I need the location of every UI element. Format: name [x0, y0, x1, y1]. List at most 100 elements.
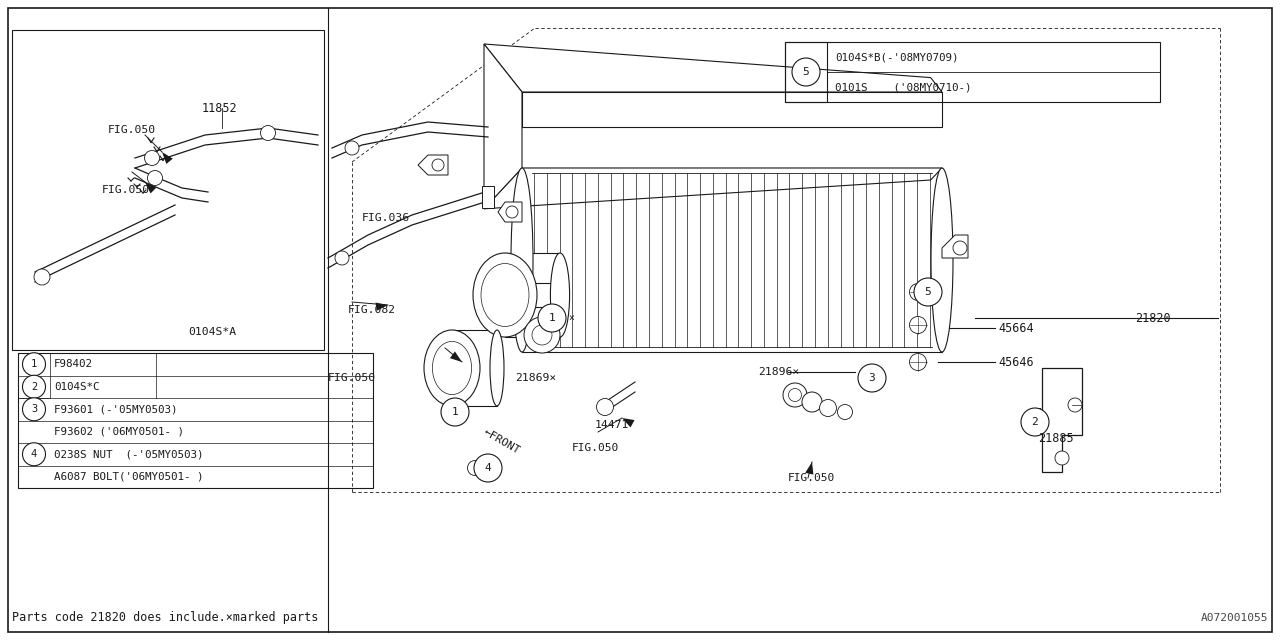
Circle shape [954, 241, 966, 255]
Polygon shape [484, 168, 942, 209]
Text: 5: 5 [924, 287, 932, 297]
Polygon shape [163, 152, 173, 164]
Circle shape [837, 404, 852, 419]
Text: A072001055: A072001055 [1201, 613, 1268, 623]
Text: 1: 1 [549, 313, 556, 323]
Circle shape [596, 399, 613, 415]
Text: 0238S NUT  (-'05MY0503): 0238S NUT (-'05MY0503) [54, 449, 204, 460]
Text: FIG.082: FIG.082 [348, 305, 396, 315]
Polygon shape [805, 462, 813, 475]
Text: FIG.050: FIG.050 [102, 185, 150, 195]
Text: 11852: 11852 [202, 102, 238, 115]
Circle shape [1055, 451, 1069, 465]
Circle shape [474, 454, 502, 482]
Ellipse shape [550, 253, 570, 337]
Text: A6087 BOLT('06MY0501- ): A6087 BOLT('06MY0501- ) [54, 472, 204, 482]
Ellipse shape [481, 264, 529, 326]
Text: F93601 (-'05MY0503): F93601 (-'05MY0503) [54, 404, 178, 414]
Circle shape [783, 383, 806, 407]
Bar [785, 42, 827, 102]
Circle shape [910, 353, 927, 371]
Ellipse shape [474, 253, 538, 337]
Text: F93602 ('06MY0501- ): F93602 ('06MY0501- ) [54, 427, 184, 436]
Bar [522, 168, 942, 352]
Ellipse shape [433, 341, 471, 395]
Text: 0104S*A: 0104S*A [188, 327, 236, 337]
Polygon shape [484, 44, 942, 92]
Text: 1: 1 [31, 359, 37, 369]
Text: 45664: 45664 [998, 321, 1034, 335]
Bar [18, 353, 50, 398]
Circle shape [467, 461, 483, 476]
Bar [452, 330, 497, 406]
Text: FIG.050: FIG.050 [328, 373, 376, 383]
Ellipse shape [490, 330, 504, 406]
Circle shape [910, 317, 927, 333]
Circle shape [538, 304, 566, 332]
Circle shape [23, 397, 46, 420]
Circle shape [335, 251, 349, 265]
Circle shape [261, 125, 275, 141]
Circle shape [819, 399, 837, 417]
Text: 1: 1 [452, 407, 458, 417]
Polygon shape [498, 202, 522, 222]
Text: Parts code 21820 does include.×marked parts: Parts code 21820 does include.×marked pa… [12, 611, 319, 625]
Text: 21896×: 21896× [758, 367, 799, 377]
Circle shape [346, 141, 358, 155]
Polygon shape [484, 44, 522, 209]
Text: ←FRONT: ←FRONT [483, 428, 522, 456]
Text: 21820: 21820 [1135, 312, 1171, 324]
Text: FIG.050: FIG.050 [788, 473, 836, 483]
Bar [785, 42, 1160, 102]
Ellipse shape [511, 168, 532, 352]
Polygon shape [145, 182, 156, 193]
Text: 21869×: 21869× [515, 373, 557, 383]
Polygon shape [1042, 368, 1082, 472]
Circle shape [803, 392, 822, 412]
Text: 45646: 45646 [998, 355, 1034, 369]
Circle shape [788, 388, 801, 401]
Text: FIG.050: FIG.050 [108, 125, 156, 135]
Ellipse shape [424, 330, 480, 406]
Circle shape [910, 284, 927, 301]
Text: 14471: 14471 [595, 420, 630, 430]
Polygon shape [622, 418, 635, 428]
Circle shape [914, 278, 942, 306]
Text: 0104S*C: 0104S*C [54, 381, 100, 392]
Text: 2: 2 [1032, 417, 1038, 427]
Text: 4: 4 [485, 463, 492, 473]
Circle shape [506, 206, 518, 218]
Text: 3: 3 [869, 373, 876, 383]
Circle shape [23, 443, 46, 466]
Circle shape [145, 150, 160, 166]
Circle shape [35, 269, 50, 285]
Circle shape [433, 159, 444, 171]
Text: 21885: 21885 [1038, 431, 1074, 445]
Text: 0104S*B(-'08MY0709): 0104S*B(-'08MY0709) [835, 52, 959, 62]
Circle shape [1021, 408, 1050, 436]
Text: ×: × [568, 313, 573, 323]
Circle shape [524, 317, 561, 353]
Bar [18, 353, 372, 488]
Bar [506, 253, 561, 337]
Circle shape [23, 375, 46, 398]
Circle shape [147, 170, 163, 186]
Text: 5: 5 [803, 67, 809, 77]
Text: F98402: F98402 [54, 359, 93, 369]
Text: 4: 4 [31, 449, 37, 460]
Text: FIG.036: FIG.036 [362, 213, 410, 223]
Polygon shape [375, 303, 388, 311]
Polygon shape [522, 92, 942, 127]
Polygon shape [942, 235, 968, 258]
Text: 3: 3 [31, 404, 37, 414]
Text: FIG.050: FIG.050 [572, 443, 620, 453]
Polygon shape [449, 351, 462, 362]
Polygon shape [419, 155, 448, 175]
Text: 0101S    ('08MY0710-): 0101S ('08MY0710-) [835, 82, 972, 92]
Circle shape [442, 398, 468, 426]
Circle shape [532, 325, 552, 345]
Bar [483, 186, 494, 208]
Text: 2: 2 [31, 381, 37, 392]
Circle shape [23, 353, 46, 376]
Circle shape [1068, 398, 1082, 412]
